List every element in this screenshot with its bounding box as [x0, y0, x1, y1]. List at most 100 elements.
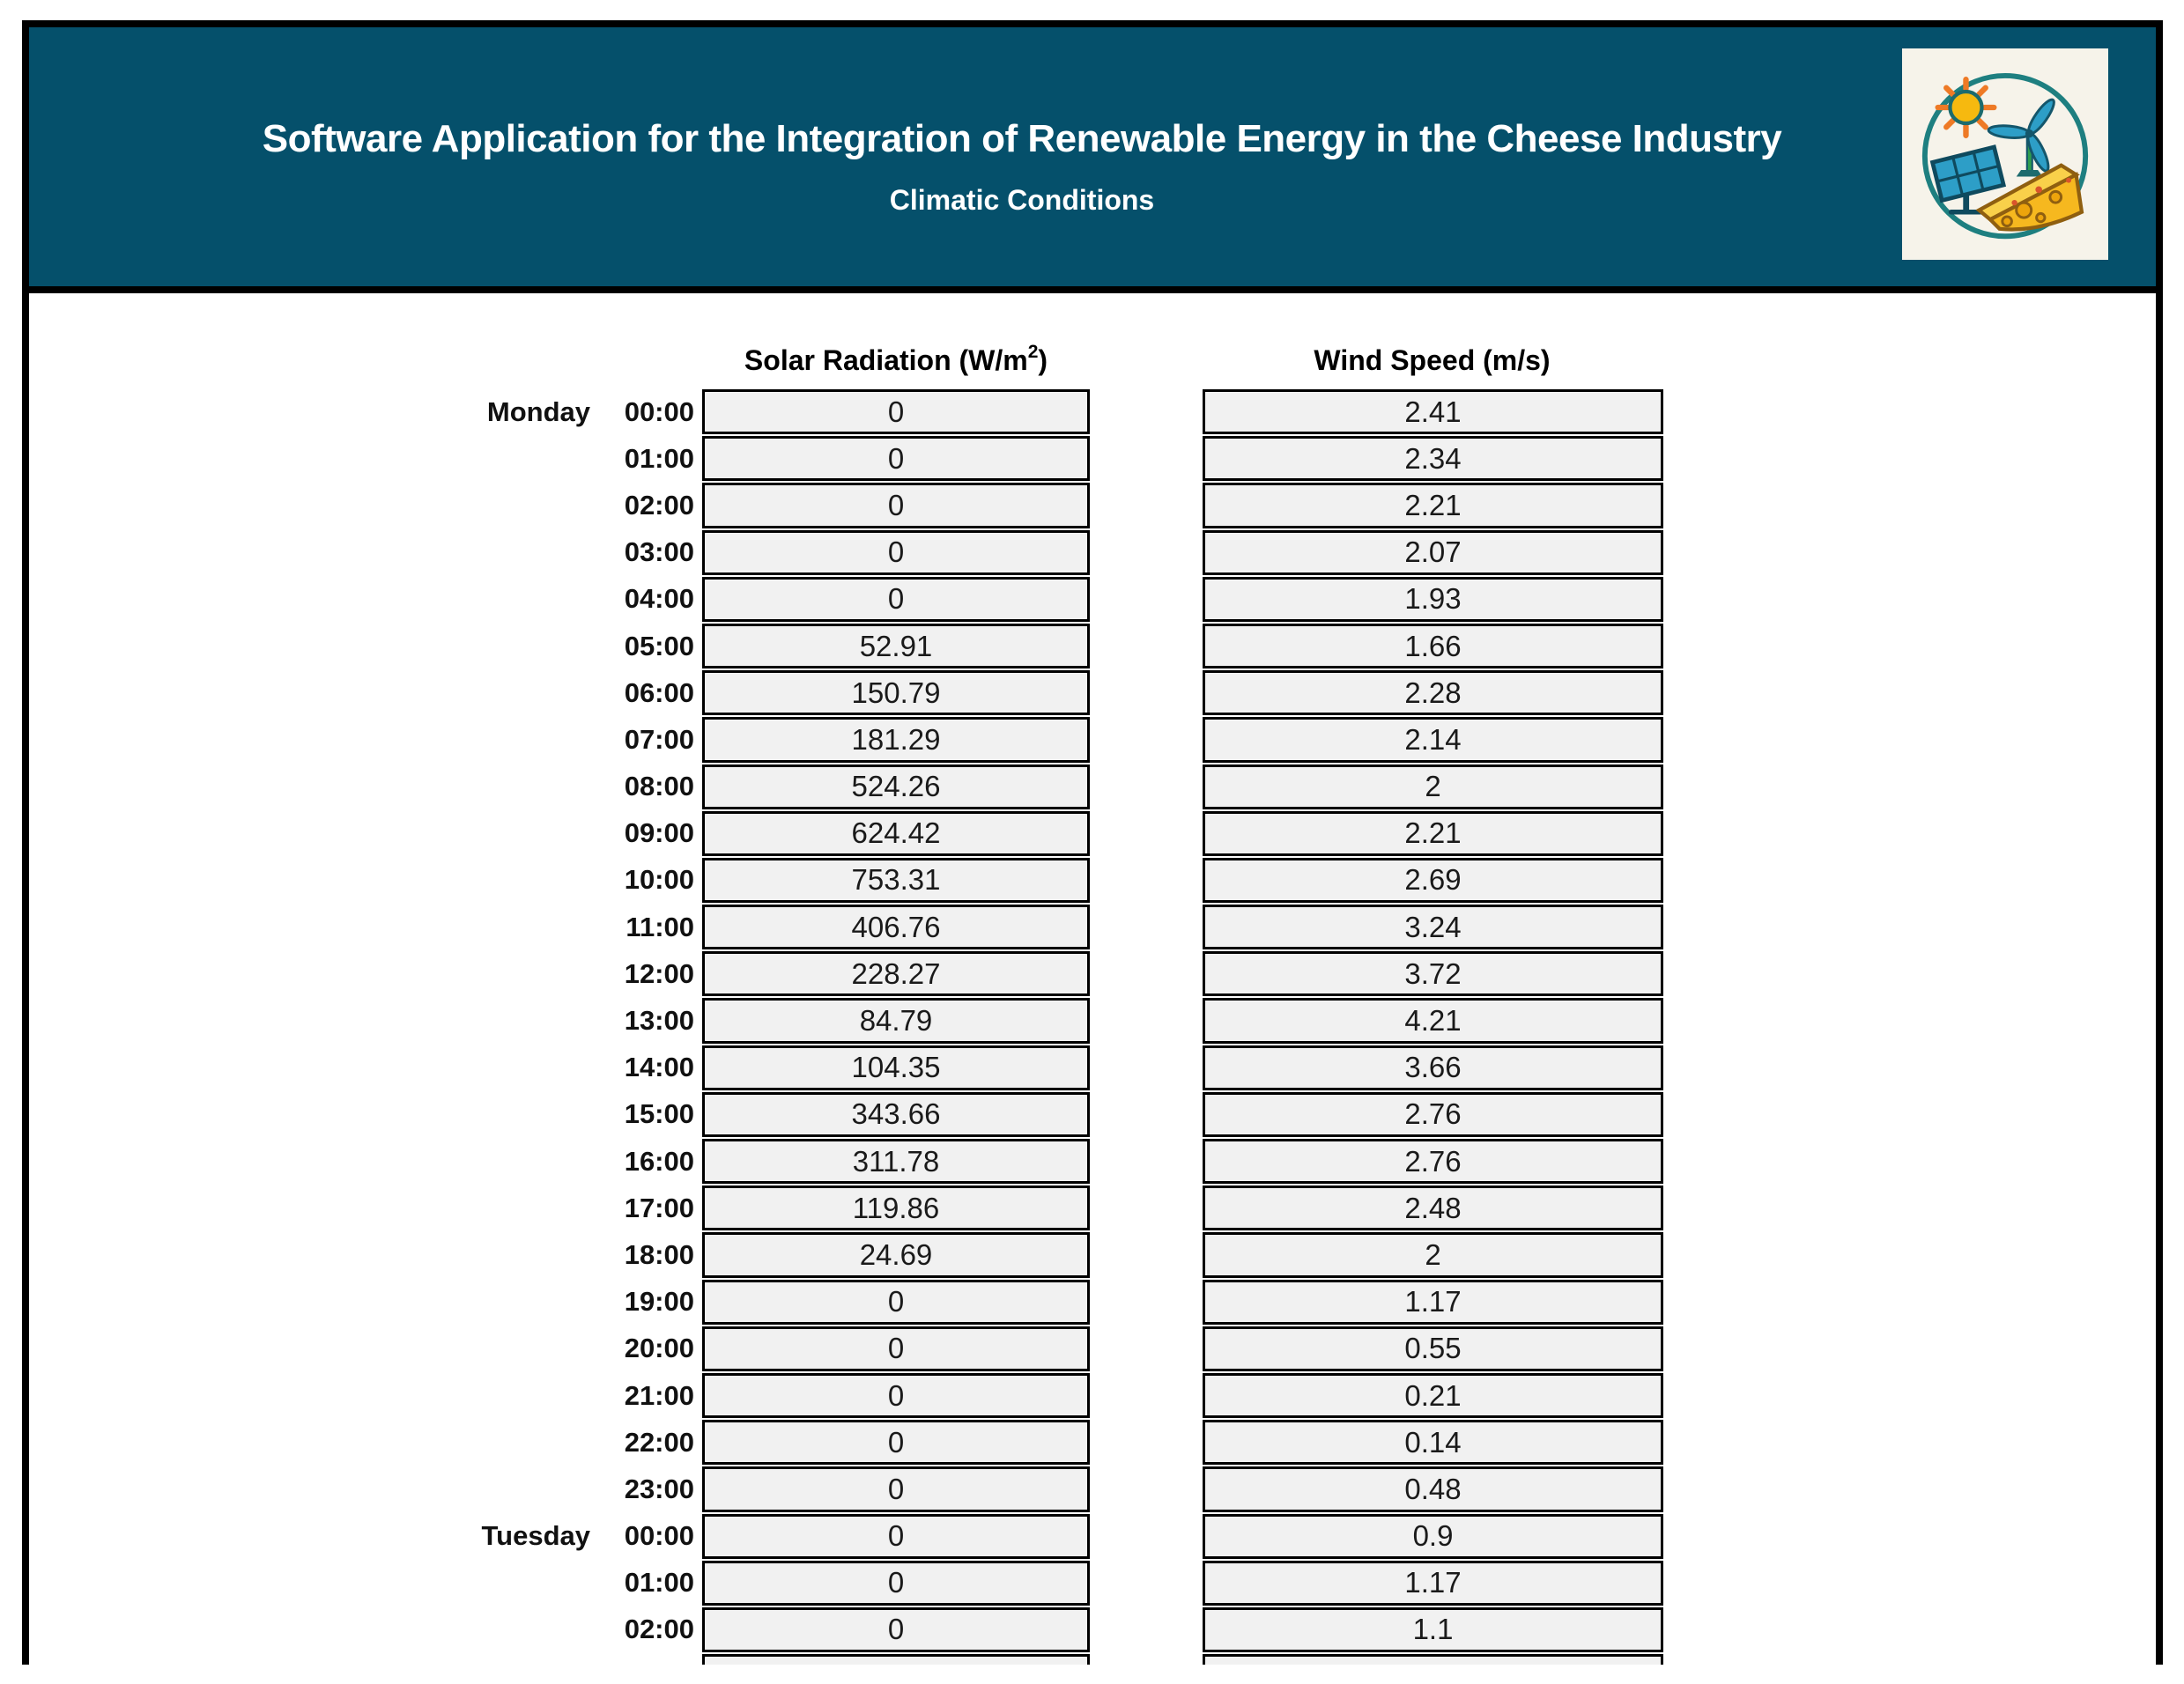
- wind-speed-cell[interactable]: 4.21: [1203, 998, 1663, 1044]
- page-frame: [22, 20, 2163, 1665]
- day-label: [379, 904, 590, 950]
- solar-radiation-cell[interactable]: 0: [702, 1513, 1090, 1559]
- column-gap: [1090, 388, 1203, 435]
- app-logo: [1902, 48, 2108, 260]
- solar-radiation-cell[interactable]: 343.66: [702, 1091, 1090, 1137]
- table-row: 14:00 104.35 3.66: [0, 1045, 2184, 1091]
- wind-speed-cell[interactable]: 3.66: [1203, 1045, 1663, 1090]
- table-row: 09:00 624.42 2.21: [0, 810, 2184, 857]
- column-gap: [1090, 1326, 1203, 1372]
- wind-speed-cell[interactable]: 0.21: [1203, 1372, 1663, 1419]
- day-label: [379, 1185, 590, 1231]
- wind-speed-cell[interactable]: 2.21: [1203, 810, 1663, 856]
- wind-speed-cell[interactable]: 2.07: [1203, 529, 1663, 575]
- cheese-icon: [1975, 163, 2084, 232]
- wind-speed-cell[interactable]: [1203, 1654, 1663, 1665]
- table-row: Monday 00:00 0 2.41: [0, 388, 2184, 435]
- wind-speed-cell[interactable]: 2: [1203, 1232, 1663, 1278]
- day-label: Tuesday: [481, 1520, 590, 1552]
- solar-radiation-cell[interactable]: 119.86: [702, 1185, 1090, 1231]
- solar-radiation-cell[interactable]: 24.69: [702, 1232, 1090, 1278]
- table-row: 15:00 343.66 2.76: [0, 1091, 2184, 1138]
- day-label: [379, 1466, 590, 1512]
- wind-speed-cell[interactable]: 3.24: [1203, 905, 1663, 950]
- wind-speed-cell[interactable]: 2: [1203, 764, 1663, 809]
- solar-radiation-cell[interactable]: 0: [702, 1372, 1090, 1419]
- column-gap: [1090, 576, 1203, 623]
- solar-radiation-cell[interactable]: 0: [702, 1606, 1090, 1653]
- wind-speed-cell[interactable]: 2.14: [1203, 717, 1663, 763]
- solar-radiation-cell[interactable]: 104.35: [702, 1045, 1090, 1090]
- wind-speed-cell[interactable]: 0.55: [1203, 1326, 1663, 1371]
- solar-radiation-cell[interactable]: 84.79: [702, 998, 1090, 1044]
- wind-speed-cell[interactable]: 2.76: [1203, 1091, 1663, 1137]
- solar-radiation-cell[interactable]: 624.42: [702, 810, 1090, 856]
- sun-icon: [1935, 77, 1997, 138]
- solar-radiation-cell[interactable]: 524.26: [702, 764, 1090, 809]
- solar-radiation-cell[interactable]: 52.91: [702, 623, 1090, 669]
- wind-speed-cell[interactable]: 0.48: [1203, 1466, 1663, 1512]
- wind-speed-cell[interactable]: 1.1: [1203, 1606, 1663, 1653]
- solar-panel-icon: [1929, 144, 2007, 215]
- wind-speed-cell[interactable]: 3.72: [1203, 951, 1663, 997]
- table-row: 06:00 150.79 2.28: [0, 669, 2184, 716]
- solar-radiation-cell[interactable]: 0: [702, 1326, 1090, 1371]
- wind-speed-cell[interactable]: 2.76: [1203, 1139, 1663, 1185]
- day-label: [379, 1231, 590, 1278]
- time-label: 02:00: [624, 489, 694, 521]
- header-band: Software Application for the Integration…: [29, 27, 2156, 293]
- table-row: 19:00 0 1.17: [0, 1279, 2184, 1326]
- table-row: 01:00 0 1.17: [0, 1560, 2184, 1606]
- wind-speed-cell[interactable]: 1.17: [1203, 1560, 1663, 1606]
- solar-radiation-cell[interactable]: 0: [702, 529, 1090, 575]
- day-label: [379, 716, 590, 763]
- table-row: 05:00 52.91 1.66: [0, 623, 2184, 669]
- wind-speed-cell[interactable]: 1.17: [1203, 1279, 1663, 1325]
- wind-speed-cell[interactable]: 2.48: [1203, 1185, 1663, 1231]
- solar-radiation-cell[interactable]: 406.76: [702, 905, 1090, 950]
- day-label: [379, 576, 590, 623]
- table-row: 16:00 311.78 2.76: [0, 1138, 2184, 1185]
- day-label: [379, 1279, 590, 1326]
- column-gap: [1090, 482, 1203, 528]
- time-label: 16:00: [624, 1145, 694, 1177]
- solar-radiation-cell[interactable]: 0: [702, 1466, 1090, 1512]
- column-gap: [1090, 623, 1203, 669]
- time-label: 18:00: [624, 1238, 694, 1270]
- day-label: [379, 1091, 590, 1138]
- solar-radiation-cell[interactable]: 150.79: [702, 670, 1090, 716]
- solar-radiation-cell[interactable]: 0: [702, 436, 1090, 482]
- solar-radiation-cell[interactable]: 0: [702, 1560, 1090, 1606]
- wind-speed-cell[interactable]: 2.28: [1203, 670, 1663, 716]
- solar-radiation-cell[interactable]: 0: [702, 1279, 1090, 1325]
- wind-speed-cell[interactable]: 2.21: [1203, 483, 1663, 528]
- wind-speed-cell[interactable]: 1.93: [1203, 576, 1663, 622]
- day-label: [379, 1560, 590, 1606]
- solar-radiation-cell[interactable]: 0: [702, 576, 1090, 622]
- table-row: [0, 1653, 2184, 1665]
- time-label: 12:00: [624, 957, 694, 989]
- solar-radiation-cell[interactable]: 311.78: [702, 1139, 1090, 1185]
- wind-speed-cell[interactable]: 0.9: [1203, 1513, 1663, 1559]
- column-gap: [1090, 1138, 1203, 1185]
- solar-radiation-cell[interactable]: 0: [702, 1420, 1090, 1466]
- solar-radiation-cell[interactable]: [702, 1654, 1090, 1665]
- column-gap: [1090, 1231, 1203, 1278]
- wind-speed-cell[interactable]: 2.34: [1203, 436, 1663, 482]
- time-label: 03:00: [624, 536, 694, 568]
- solar-radiation-cell[interactable]: 753.31: [702, 857, 1090, 904]
- solar-radiation-cell[interactable]: 0: [702, 483, 1090, 528]
- wind-speed-cell[interactable]: 2.69: [1203, 857, 1663, 904]
- wind-speed-cell[interactable]: 0.14: [1203, 1420, 1663, 1466]
- wind-speed-cell[interactable]: 1.66: [1203, 623, 1663, 669]
- column-gap: [1090, 1606, 1203, 1653]
- column-gap: [1090, 716, 1203, 763]
- table-row: 17:00 119.86 2.48: [0, 1185, 2184, 1231]
- wind-speed-cell[interactable]: 2.41: [1203, 389, 1663, 435]
- solar-radiation-cell[interactable]: 228.27: [702, 951, 1090, 997]
- solar-radiation-cell[interactable]: 0: [702, 389, 1090, 435]
- column-gap: [1090, 857, 1203, 904]
- day-label: [379, 435, 590, 482]
- solar-header-text: Solar Radiation (W/m: [744, 343, 1028, 376]
- solar-radiation-cell[interactable]: 181.29: [702, 717, 1090, 763]
